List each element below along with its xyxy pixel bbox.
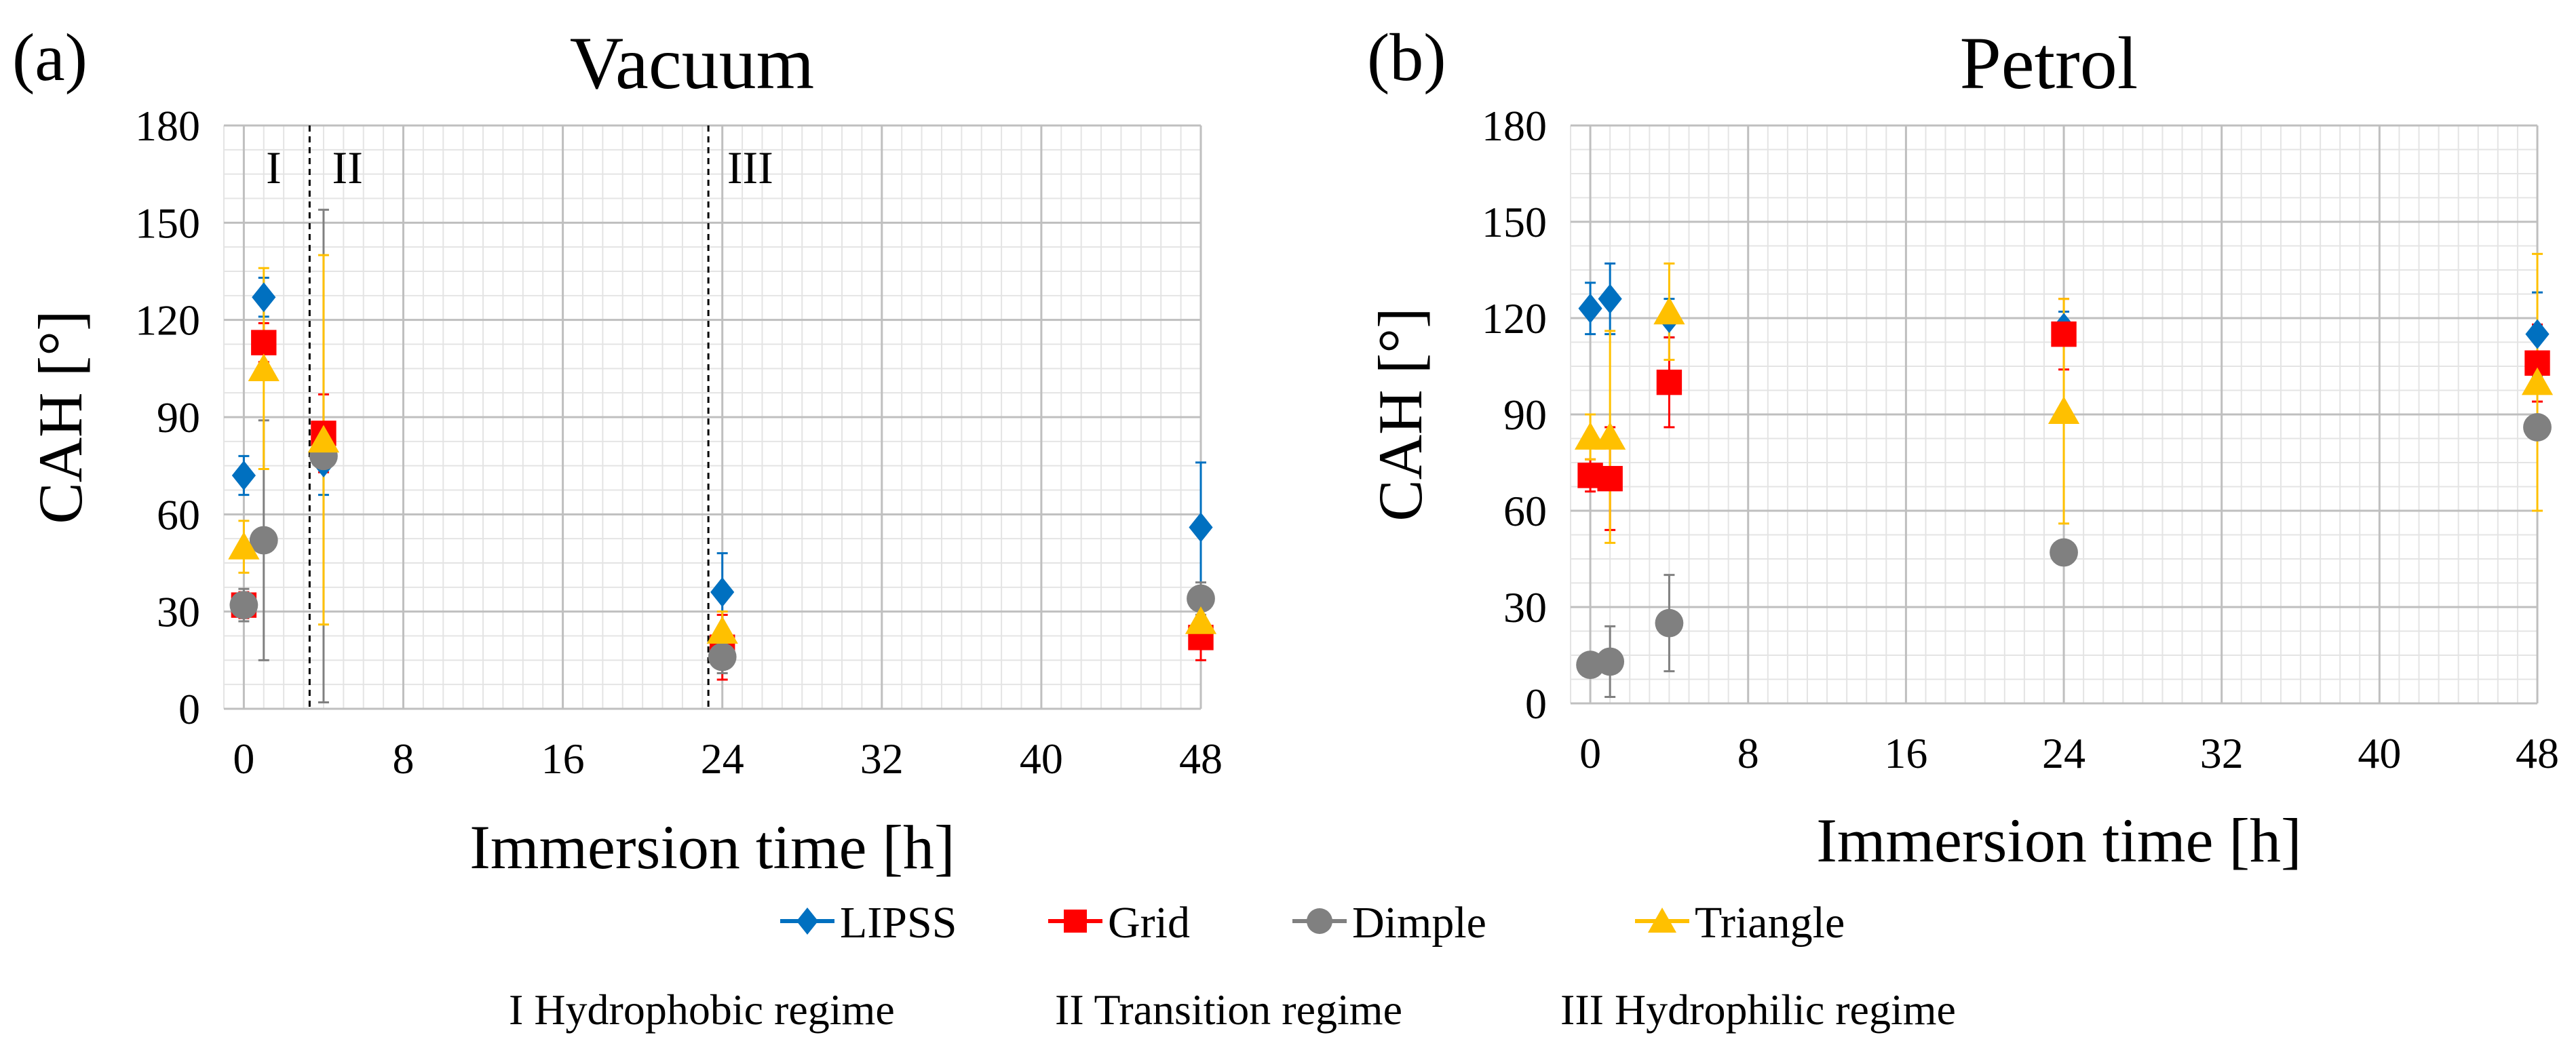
legend-label-triangle: Triangle [1695,898,1845,948]
x-tick-label: 8 [392,735,414,783]
legend-label-dimple: Dimple [1352,898,1486,948]
data-point-triangle [1574,422,1607,450]
data-point-grid [2051,321,2077,347]
data-point-dimple [2523,413,2552,442]
y-tick-label: 0 [1525,680,1547,728]
chart-panel-petrol: 0 8 16 24 32 40 48 0 30 60 90 120 150 180 (b) Petrol Imm… [1366,20,2559,875]
major-gridlines [224,124,1202,710]
regime-label-i: I [266,142,282,193]
y-tick-label: 30 [1503,583,1547,631]
x-tick-label: 32 [2200,729,2244,777]
legend-item-grid: Grid [1048,898,1190,948]
x-tick-label: 48 [2516,729,2559,777]
series-dimple [1576,413,2552,680]
series-triangle [1574,296,2554,450]
data-point-dimple [2050,538,2078,567]
data-point-lipss [1578,293,1602,324]
data-point-lipss [1189,512,1213,543]
x-tick-label: 0 [233,735,254,783]
panel-label: (a) [12,20,88,95]
legend-marker-dimple [1307,908,1332,934]
x-tick-label: 0 [1579,729,1601,777]
data-point-triangle [1594,422,1626,450]
x-tick-label: 48 [1179,735,1223,783]
y-axis-label: CAH [°] [26,310,95,524]
data-point-dimple [229,591,258,620]
legend-label-grid: Grid [1108,898,1190,948]
regime-legend: I Hydrophobic regime II Transition regime… [509,986,1956,1034]
chart-title: Petrol [1960,22,2138,104]
y-tick-label: 180 [1482,102,1547,150]
data-point-triangle [307,425,340,453]
data-point-triangle [1185,606,1217,634]
data-point-grid [1597,465,1623,492]
panel-label: (b) [1367,20,1446,95]
x-axis-label: Immersion time [h] [469,813,955,882]
data-point-grid [251,330,277,355]
y-tick-label: 60 [1503,487,1547,535]
x-tick-label: 40 [2358,729,2401,777]
data-point-dimple [1596,647,1625,676]
y-tick-label: 90 [157,393,200,442]
y-tick-label: 120 [1482,294,1547,343]
data-point-lipss [2525,319,2550,349]
x-tick-label: 16 [1884,729,1927,777]
regime-legend-item: III Hydrophilic regime [1560,986,1956,1034]
y-tick-label: 90 [1503,391,1547,439]
legend-marker-triangle [1648,908,1676,933]
legend-item-dimple: Dimple [1292,898,1486,948]
x-tick-label: 32 [860,735,904,783]
x-tick-label: 24 [701,735,744,783]
data-point-grid [1656,369,1683,395]
regime-label-ii: II [332,142,363,193]
y-tick-label: 180 [135,102,200,150]
data-point-triangle [1653,296,1685,325]
x-tick-label: 8 [1737,729,1759,777]
x-tick-label: 24 [2042,729,2085,777]
legend-marker-lipss [796,908,818,935]
data-point-dimple [708,642,737,671]
data-point-lipss [710,577,735,607]
data-point-dimple [249,526,278,555]
legend-label-lipss: LIPSS [840,898,957,948]
y-tick-label: 120 [135,296,200,345]
regime-legend-item: II Transition regime [1055,986,1402,1034]
data-point-triangle [248,353,280,382]
x-tick-label: 40 [1020,735,1063,783]
x-tick-label: 16 [541,735,585,783]
data-point-dimple [1187,584,1215,613]
chart-title: Vacuum [570,22,814,104]
legend-item-triangle: Triangle [1635,898,1845,948]
x-axis-label: Immersion time [h] [1816,806,2301,875]
y-tick-label: 30 [157,588,200,636]
data-point-triangle [2521,367,2554,395]
regime-label-iii: III [727,142,773,193]
legend-marker-grid [1064,910,1087,933]
y-tick-label: 60 [157,490,200,539]
legend-item-lipss: LIPSS [780,898,957,948]
data-point-triangle [228,532,260,560]
y-tick-label: 150 [1482,198,1547,246]
regime-legend-item: I Hydrophobic regime [509,986,895,1034]
data-point-lipss [231,461,256,490]
data-point-lipss [252,282,276,313]
y-tick-label: 0 [178,685,200,733]
series-triangle [228,353,1217,644]
y-axis-label: CAH [°] [1366,307,1435,521]
data-point-dimple [1655,608,1684,638]
data-point-lipss [1598,284,1622,314]
data-point-triangle [706,616,738,644]
data-point-triangle [2048,396,2080,424]
y-tick-label: 150 [135,199,200,247]
legend: LIPSS Grid Dimple Triangle [780,898,1845,948]
